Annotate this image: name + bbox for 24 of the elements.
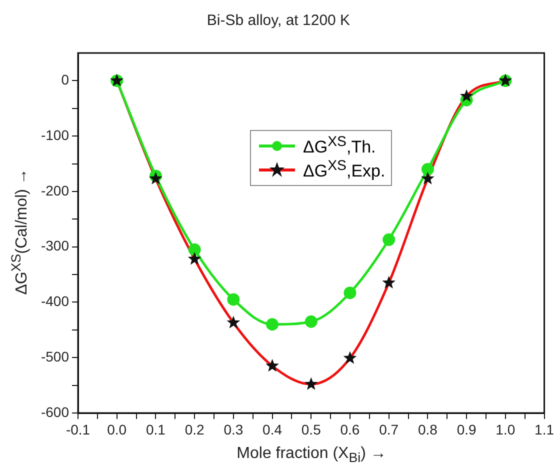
x-tick-label: 0.6 xyxy=(340,421,360,438)
y-tick-label: -500 xyxy=(40,348,70,364)
x-tick-label: 0.3 xyxy=(224,421,244,438)
x-tick-label: 0.9 xyxy=(456,421,476,438)
y-tick-label: -100 xyxy=(40,126,70,143)
y-tick-label: 0 xyxy=(61,72,70,88)
y-tick-label: -300 xyxy=(40,238,70,254)
legend-label: ΔG$^{XS}$,Th. xyxy=(303,134,376,158)
x-tick-label: 1.1 xyxy=(534,421,554,438)
x-tick-label: 0.8 xyxy=(418,421,438,438)
x-axis-title: Mole fraction (X$_{Bi}$) → xyxy=(236,445,388,466)
x-tick-label: 0.5 xyxy=(301,421,322,438)
x-tick-label: 0.2 xyxy=(184,421,205,438)
y-tick-label: -400 xyxy=(40,293,70,310)
x-tick-label: 0.7 xyxy=(379,421,399,438)
x-tick-label: 0.4 xyxy=(262,421,282,438)
x-tick-label: -0.1 xyxy=(66,421,90,438)
x-tick-label: 0.0 xyxy=(107,421,127,438)
x-tick-label: 1.0 xyxy=(496,421,516,438)
y-tick-label: -200 xyxy=(40,182,70,198)
legend-label: ΔG$^{XS}$,Exp. xyxy=(303,158,386,182)
y-tick-label: -600 xyxy=(40,404,70,420)
chart-title: Bi-Sb alloy, at 1200 K xyxy=(206,12,352,29)
x-tick-label: 0.1 xyxy=(146,421,166,438)
